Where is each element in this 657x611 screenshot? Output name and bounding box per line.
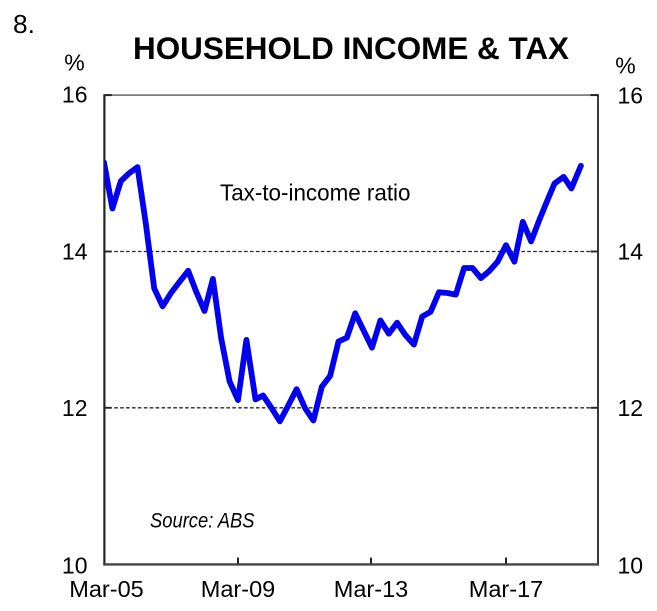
svg-text:%: % <box>615 53 635 79</box>
svg-text:Mar-13: Mar-13 <box>334 576 409 602</box>
svg-text:16: 16 <box>618 82 644 108</box>
svg-text:Mar-17: Mar-17 <box>469 576 544 602</box>
svg-text:14: 14 <box>62 239 88 265</box>
svg-text:10: 10 <box>62 553 88 579</box>
svg-text:Source: ABS: Source: ABS <box>150 510 255 533</box>
svg-text:Mar-09: Mar-09 <box>201 576 276 602</box>
svg-text:Mar-05: Mar-05 <box>69 576 144 602</box>
svg-text:14: 14 <box>618 239 644 265</box>
svg-text:10: 10 <box>618 553 644 579</box>
svg-text:12: 12 <box>618 395 644 421</box>
svg-text:Tax-to-income ratio: Tax-to-income ratio <box>220 180 411 206</box>
svg-text:12: 12 <box>62 395 88 421</box>
svg-text:8.: 8. <box>13 9 35 39</box>
svg-text:HOUSEHOLD INCOME & TAX: HOUSEHOLD INCOME & TAX <box>133 31 569 66</box>
svg-text:16: 16 <box>62 82 88 108</box>
svg-text:%: % <box>64 50 84 76</box>
